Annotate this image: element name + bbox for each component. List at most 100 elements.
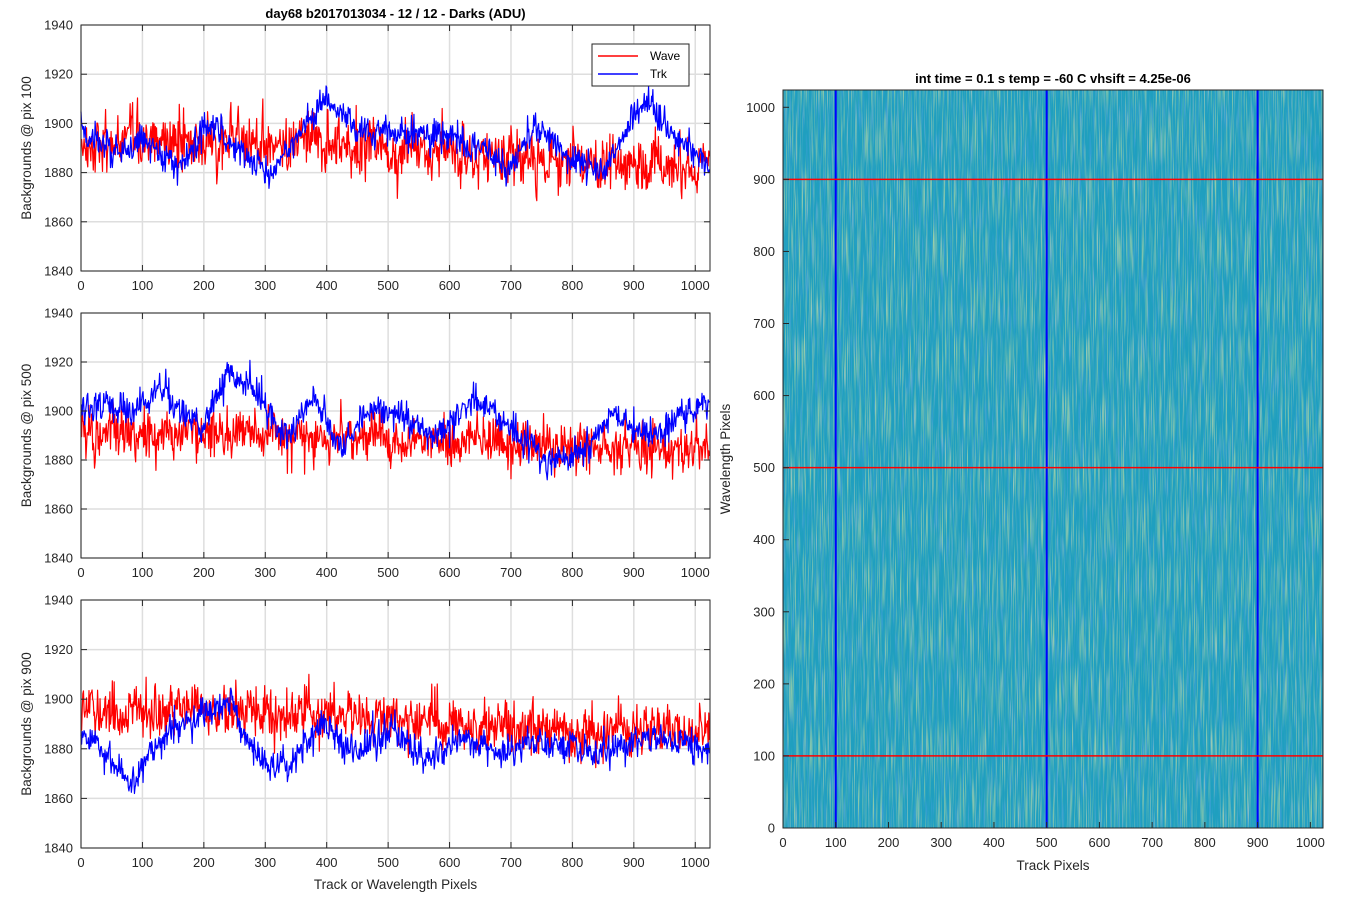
cut-lines [783, 90, 1323, 828]
y-tick-label: 1920 [44, 355, 73, 370]
series-line-trk [80, 687, 710, 795]
axes-frame [80, 24, 711, 272]
ticks: 0 100 200 300 400 500 600 700 800 900 1000 0 100 200 3… [746, 100, 1325, 850]
x-tick-label: 100 [132, 565, 154, 580]
x-tick-label: 700 [1141, 835, 1163, 850]
y-axis-label: Wavelength Pixels [718, 403, 733, 514]
y-tick-label: 900 [753, 172, 775, 187]
x-tick-label: 300 [254, 565, 276, 580]
heatmap-panel: 0 100 200 300 400 500 600 700 800 900 1000 0 100 200 3… [718, 71, 1325, 873]
y-tick-label: 1940 [44, 18, 73, 33]
x-axis-label: Track Pixels [1016, 858, 1089, 873]
x-tick-label: 800 [1194, 835, 1216, 850]
y-tick-label: 600 [753, 388, 775, 403]
x-tick-label: 1000 [681, 855, 710, 870]
y-tick-label: 1880 [44, 741, 73, 756]
x-tick-label: 400 [983, 835, 1005, 850]
legend: Wave Trk [591, 43, 690, 87]
x-tick-label: 900 [623, 278, 645, 293]
x-tick-label: 1000 [1296, 835, 1325, 850]
y-tick-label: 300 [753, 604, 775, 619]
x-tick-label: 700 [500, 855, 522, 870]
x-tick-label: 500 [377, 565, 399, 580]
y-axis-label: Backgrounds @ pix 900 [19, 652, 34, 796]
x-tick-label: 400 [316, 855, 338, 870]
x-axis-label: Track or Wavelength Pixels [314, 877, 478, 892]
x-tick-label: 1000 [681, 565, 710, 580]
y-tick-label: 800 [753, 244, 775, 259]
x-tick-label: 600 [439, 565, 461, 580]
y-tick-label: 0 [768, 821, 775, 836]
x-tick-label: 200 [193, 278, 215, 293]
x-tick-label: 800 [562, 565, 584, 580]
series-lines [80, 85, 710, 202]
legend-label-trk: Trk [650, 67, 668, 81]
series-lines [80, 359, 710, 481]
y-tick-label: 1860 [44, 791, 73, 806]
axes-frame [80, 599, 711, 849]
y-tick-label: 1000 [746, 100, 775, 115]
ticks: 0 100 200 300 400 500 600 700 800 900 1000 1840 1860… [44, 306, 710, 580]
x-tick-label: 500 [377, 855, 399, 870]
x-tick-label: 1000 [681, 278, 710, 293]
y-tick-label: 1840 [44, 264, 73, 279]
x-tick-label: 500 [377, 278, 399, 293]
y-tick-label: 1880 [44, 453, 73, 468]
y-tick-label: 1840 [44, 841, 73, 856]
x-tick-label: 900 [623, 565, 645, 580]
series-lines [80, 673, 710, 795]
x-tick-label: 200 [878, 835, 900, 850]
legend-label-wave: Wave [650, 49, 681, 63]
ticks: 0 100 200 300 400 500 600 700 800 900 1000 1840 1860… [44, 593, 710, 870]
x-tick-label: 400 [316, 278, 338, 293]
x-tick-label: 100 [132, 278, 154, 293]
x-tick-label: 0 [779, 835, 786, 850]
chart-title: day68 b2017013034 - 12 / 12 - Darks (ADU… [265, 6, 525, 21]
y-tick-label: 700 [753, 316, 775, 331]
y-tick-label: 1900 [44, 692, 73, 707]
y-tick-label: 1940 [44, 306, 73, 321]
y-tick-label: 1940 [44, 593, 73, 608]
x-tick-label: 800 [562, 278, 584, 293]
x-tick-label: 100 [132, 855, 154, 870]
y-tick-label: 500 [753, 460, 775, 475]
x-tick-label: 700 [500, 565, 522, 580]
series-line-wave [80, 398, 710, 480]
ticks: 0 100 200 300 400 500 600 700 800 900 1000 1840 1860… [44, 18, 710, 293]
x-tick-label: 200 [193, 855, 215, 870]
y-tick-label: 1920 [44, 642, 73, 657]
x-tick-label: 300 [254, 278, 276, 293]
x-tick-label: 600 [1089, 835, 1111, 850]
y-tick-label: 1920 [44, 67, 73, 82]
axes-frame [782, 89, 1324, 829]
x-tick-label: 800 [562, 855, 584, 870]
y-tick-label: 1860 [44, 214, 73, 229]
x-tick-label: 400 [316, 565, 338, 580]
line-panel-pix900: 0 100 200 300 400 500 600 700 800 900 1000 1840 1860… [19, 593, 711, 892]
x-tick-label: 0 [77, 565, 84, 580]
line-panel-pix500: 0 100 200 300 400 500 600 700 800 900 1000 1840 1860… [19, 306, 711, 580]
x-tick-label: 100 [825, 835, 847, 850]
y-axis-label: Backgrounds @ pix 500 [19, 364, 34, 508]
x-tick-label: 600 [439, 278, 461, 293]
y-tick-label: 400 [753, 532, 775, 547]
x-tick-label: 300 [930, 835, 952, 850]
series-line-trk [80, 85, 710, 189]
axes-frame [80, 312, 711, 559]
x-tick-label: 900 [1247, 835, 1269, 850]
y-tick-label: 1900 [44, 116, 73, 131]
legend-box [591, 43, 690, 87]
x-tick-label: 200 [193, 565, 215, 580]
y-tick-label: 1880 [44, 165, 73, 180]
x-tick-label: 600 [439, 855, 461, 870]
x-tick-label: 300 [254, 855, 276, 870]
y-tick-label: 100 [753, 748, 775, 763]
y-tick-label: 1860 [44, 502, 73, 517]
heatmap-texture [783, 90, 1323, 828]
x-tick-label: 0 [77, 278, 84, 293]
y-tick-label: 1900 [44, 404, 73, 419]
heatmap-title: int time = 0.1 s temp = -60 C vhsift = 4… [915, 71, 1191, 86]
series-line-trk [80, 359, 710, 481]
line-panel-pix100: 0 100 200 300 400 500 600 700 800 900 1000 1840 1860… [19, 6, 711, 293]
